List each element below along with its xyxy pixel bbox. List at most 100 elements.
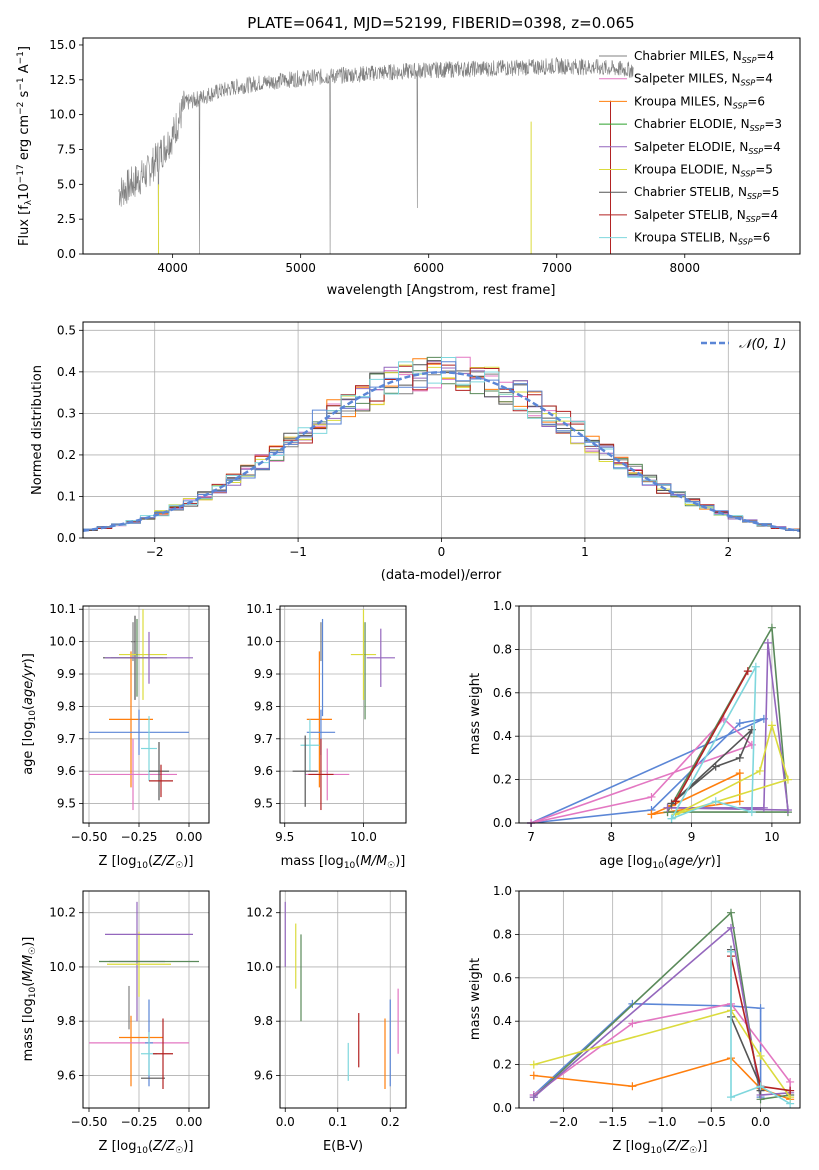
y-tick-label: 9.9: [57, 667, 76, 681]
mass-vs-ebv-plot-area: [279, 890, 407, 1109]
y-tick-label: 0.5: [57, 323, 76, 337]
y-tick-label: 9.5: [254, 797, 273, 811]
y-tick-label: 0.6: [493, 971, 512, 985]
mass-weight-point: [747, 808, 756, 817]
x-tick-label: 7: [527, 830, 535, 844]
y-tick-label: 0.1: [57, 489, 76, 503]
mass-weight-point: [667, 814, 676, 823]
massweight-vs-Z-plot-area: [518, 890, 801, 1109]
residuals-xlabel: (data-model)/error: [381, 568, 502, 583]
mass-vs-Z-plot-area: [82, 890, 210, 1109]
age-vs-mass-plot-area: [279, 605, 407, 824]
legend-label: Kroupa ELODIE, NSSP=5: [634, 163, 773, 179]
x-tick-label: 0.2: [381, 1115, 400, 1129]
x-tick-label: 10: [764, 830, 779, 844]
spectrum-legend: Chabrier MILES, NSSP=4 Salpeter MILES, NS…: [599, 49, 782, 247]
legend-label: Chabrier STELIB, NSSP=5: [634, 185, 779, 201]
spectrum-plot-area: [82, 37, 801, 255]
y-tick-label: 15.0: [49, 38, 76, 52]
y-tick-label: 2.5: [57, 212, 76, 226]
y-tick-label: 1.0: [493, 599, 512, 613]
mass-weight-point: [747, 740, 756, 749]
mass-weight-series-line: [533, 1009, 791, 1098]
mass-weight-point: [767, 623, 776, 632]
x-tick-label: −0.50: [71, 830, 108, 844]
mass-vs-Z-ylabel: mass [log10(M/M☉)]: [21, 937, 38, 1062]
panel-age-vs-mass: 9.5 10.0 9.5 9.6 9.7 9.8 9.9 10.0 10.1 mass [log…: [246, 602, 407, 871]
mass-weight-point: [647, 810, 656, 819]
y-tick-label: 9.8: [57, 1014, 76, 1028]
panel-mass-vs-Z: −0.50 −0.25 0.00 9.6 9.8 10.0 10.2 Z [log10(Z/…: [21, 890, 210, 1156]
x-tick-label: −2.0: [549, 1115, 578, 1129]
mass-vs-ebv-xlabel: E(B-V): [323, 1139, 363, 1154]
x-tick-label: −0.5: [697, 1115, 726, 1129]
y-tick-label: 0.2: [57, 448, 76, 462]
mass-weight-point: [726, 1093, 735, 1102]
y-tick-label: 9.5: [57, 797, 76, 811]
mass-weight-series-line: [533, 911, 791, 1101]
y-tick-label: 9.6: [254, 1068, 273, 1082]
x-tick-label: −0.50: [71, 1115, 108, 1129]
massweight-vs-Z-xlabel: Z [log10(Z/Z☉)]: [613, 1139, 708, 1156]
mass-weight-series-line: [533, 926, 791, 1098]
panel-age-vs-Z: −0.50 −0.25 0.00 9.5 9.6 9.7 9.8 9.9 10.0 10.1 Z …: [21, 602, 210, 871]
x-tick-label: −2: [146, 545, 164, 559]
figure-title: PLATE=0641, MJD=52199, FIBERID=0398, z=0…: [247, 14, 634, 32]
panel-residuals: −2 −1 0 1 2 0.0 0.1 0.2 0.3 0.4 0.5 (data-model)/e…: [30, 321, 801, 583]
massweight-vs-age-xlabel: age [log10(age/yr)]: [599, 854, 721, 871]
y-tick-label: 7.5: [57, 142, 76, 156]
mass-weight-series-line: [730, 951, 791, 1105]
y-tick-label: 12.5: [49, 73, 76, 87]
x-tick-label: −0.25: [121, 1115, 158, 1129]
y-tick-label: 9.9: [254, 667, 273, 681]
mass-weight-point: [628, 1019, 637, 1028]
spectrum-xlabel: wavelength [Angstrom, rest frame]: [327, 283, 556, 298]
y-tick-label: 9.6: [254, 764, 273, 778]
mass-weight-point: [726, 923, 735, 932]
mass-weight-point: [756, 1082, 765, 1091]
y-tick-label: 5.0: [57, 177, 76, 191]
mass-weight-point: [735, 753, 744, 762]
y-tick-label: 10.0: [246, 960, 273, 974]
mass-weight-point: [628, 1082, 637, 1091]
mass-weight-series-line: [533, 1002, 762, 1098]
x-tick-label: 0.0: [276, 1115, 295, 1129]
panel-mass-vs-ebv: 0.0 0.1 0.2 9.6 9.8 10.0 10.2 E(B-V): [246, 890, 407, 1154]
mass-weight-point: [671, 797, 680, 806]
x-tick-label: 4000: [157, 261, 188, 275]
legend-label: Chabrier ELODIE, NSSP=3: [634, 117, 782, 133]
x-tick-label: 0.00: [176, 1115, 203, 1129]
mass-weight-point: [783, 775, 792, 784]
legend-label: Kroupa STELIB, NSSP=6: [634, 231, 770, 247]
normal-legend-label: 𝒩(0, 1): [739, 337, 786, 352]
x-tick-label: 0.00: [176, 830, 203, 844]
y-tick-label: 10.0: [49, 108, 76, 122]
x-tick-label: 0.0: [751, 1115, 770, 1129]
normal-curve-line: [82, 371, 801, 532]
mass-weight-point: [529, 1071, 538, 1080]
residuals-plot-area: [82, 321, 801, 539]
mass-weight-point: [628, 999, 637, 1008]
x-tick-label: 0: [438, 545, 446, 559]
x-tick-label: 1: [581, 545, 589, 559]
mass-vs-Z-xlabel: Z [log10(Z/Z☉)]: [99, 1139, 194, 1156]
y-tick-label: 10.0: [246, 635, 273, 649]
x-tick-label: 5000: [285, 261, 316, 275]
panel-massweight-vs-age: 7 8 9 10 0.0 0.2 0.4 0.6 0.8 1.0 age [log10(age/y…: [468, 599, 801, 871]
mass-weight-point: [786, 1077, 795, 1086]
y-tick-label: 0.0: [57, 531, 76, 545]
y-tick-label: 10.0: [49, 635, 76, 649]
legend-label: Salpeter ELODIE, NSSP=4: [634, 140, 781, 156]
massweight-vs-Z-ylabel: mass weight: [468, 958, 483, 1040]
x-tick-label: 9.5: [275, 830, 294, 844]
mass-weight-point: [756, 1051, 765, 1060]
legend-label: Chabrier MILES, NSSP=4: [634, 49, 774, 65]
y-tick-label: 0.4: [493, 1014, 512, 1028]
x-tick-label: 8000: [669, 261, 700, 275]
y-tick-label: 0.8: [493, 927, 512, 941]
y-tick-label: 9.8: [254, 699, 273, 713]
mass-weight-point: [755, 766, 764, 775]
mass-weight-point: [529, 1060, 538, 1069]
mass-weight-point: [786, 1099, 795, 1108]
y-tick-label: 0.4: [57, 365, 76, 379]
